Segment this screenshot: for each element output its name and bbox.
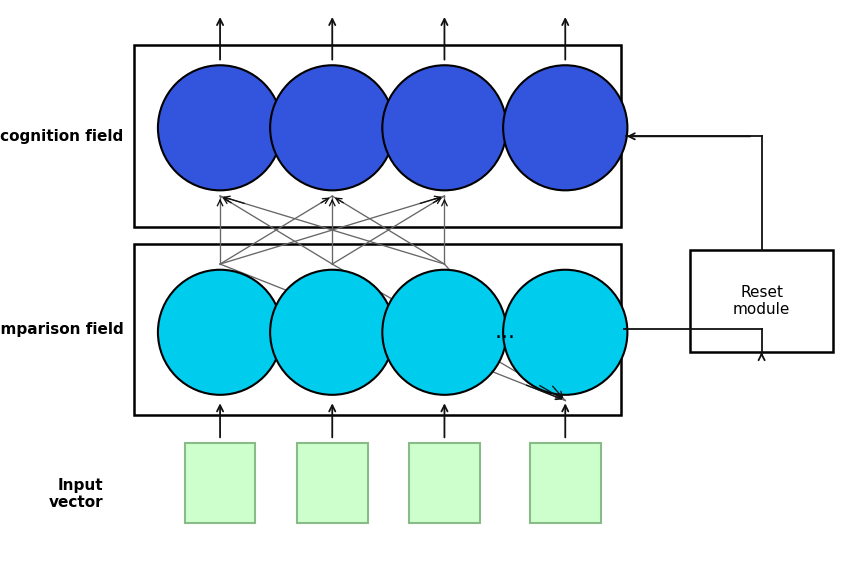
Text: Input
vector: Input vector — [49, 478, 104, 511]
Ellipse shape — [382, 270, 507, 395]
Ellipse shape — [382, 65, 507, 190]
Text: Comparison field: Comparison field — [0, 322, 123, 337]
Text: Recognition field: Recognition field — [0, 129, 123, 144]
Ellipse shape — [270, 270, 394, 395]
FancyBboxPatch shape — [134, 244, 621, 415]
FancyBboxPatch shape — [134, 45, 621, 227]
Ellipse shape — [503, 65, 627, 190]
FancyBboxPatch shape — [297, 443, 368, 523]
Ellipse shape — [158, 270, 282, 395]
Text: ...: ... — [494, 322, 515, 343]
Text: Reset
module: Reset module — [733, 285, 791, 318]
Ellipse shape — [503, 270, 627, 395]
FancyBboxPatch shape — [690, 250, 833, 352]
FancyBboxPatch shape — [530, 443, 601, 523]
Ellipse shape — [270, 65, 394, 190]
Ellipse shape — [158, 65, 282, 190]
FancyBboxPatch shape — [185, 443, 255, 523]
FancyBboxPatch shape — [409, 443, 480, 523]
